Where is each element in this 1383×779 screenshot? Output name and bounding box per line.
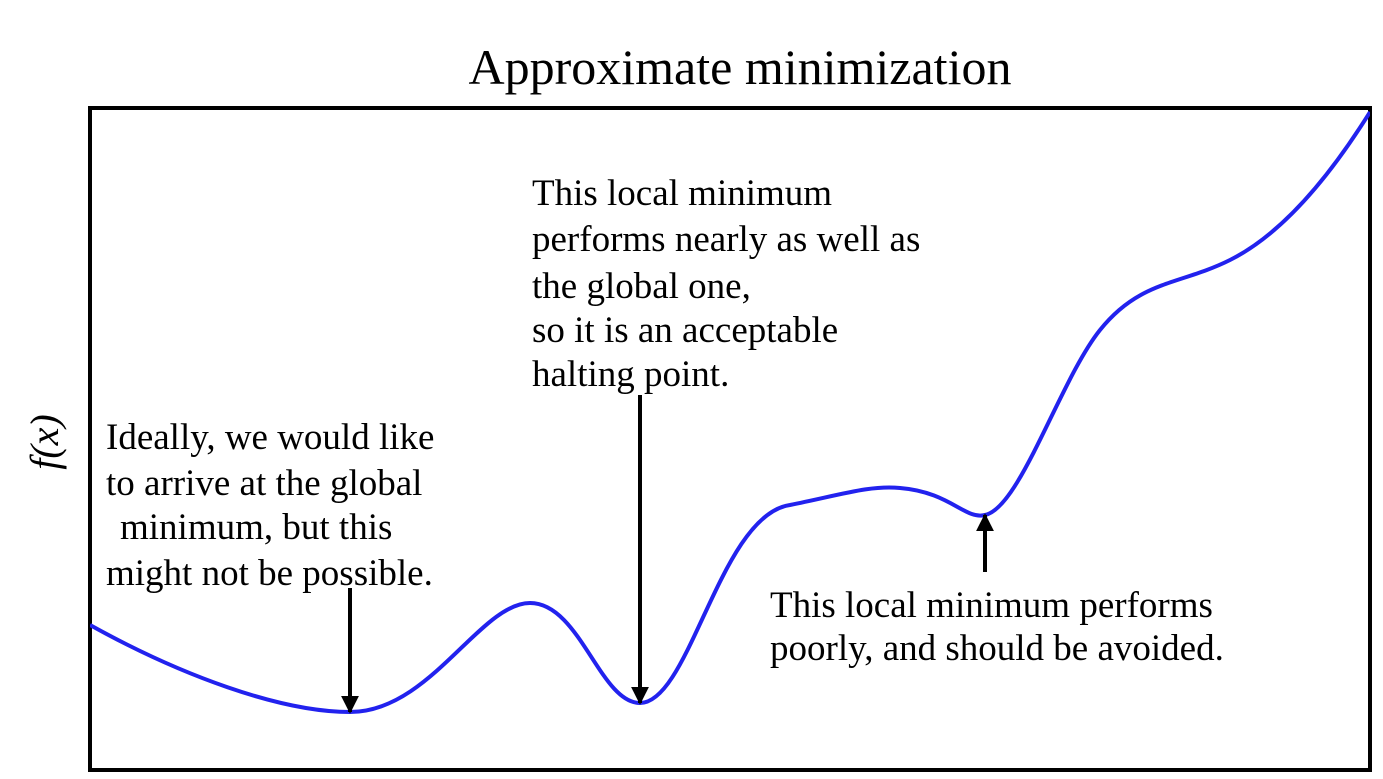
annotation-line: to arrive at the global (106, 463, 422, 504)
annotations: Ideally, we would like to arrive at the g… (106, 173, 1224, 669)
annotation-line: performs nearly as well as (532, 219, 920, 260)
title: Approximate minimization (469, 39, 1012, 95)
annotation-line: halting point. (532, 354, 729, 395)
y-axis-label: f(x) (22, 414, 67, 470)
plot-frame (88, 106, 1372, 772)
annotation-line: minimum, but this (120, 507, 392, 548)
curve (90, 110, 1370, 715)
annotation-line: might not be possible. (106, 553, 433, 594)
annotation-line: This local minimum (532, 173, 832, 214)
annotation-line: Ideally, we would like (106, 417, 434, 458)
annotation-line: This local minimum performs (770, 585, 1213, 626)
annotation-line: the global one, (532, 266, 751, 307)
annotation-line: poorly, and should be avoided. (770, 628, 1224, 669)
annotation-line: so it is an acceptable (532, 310, 838, 351)
